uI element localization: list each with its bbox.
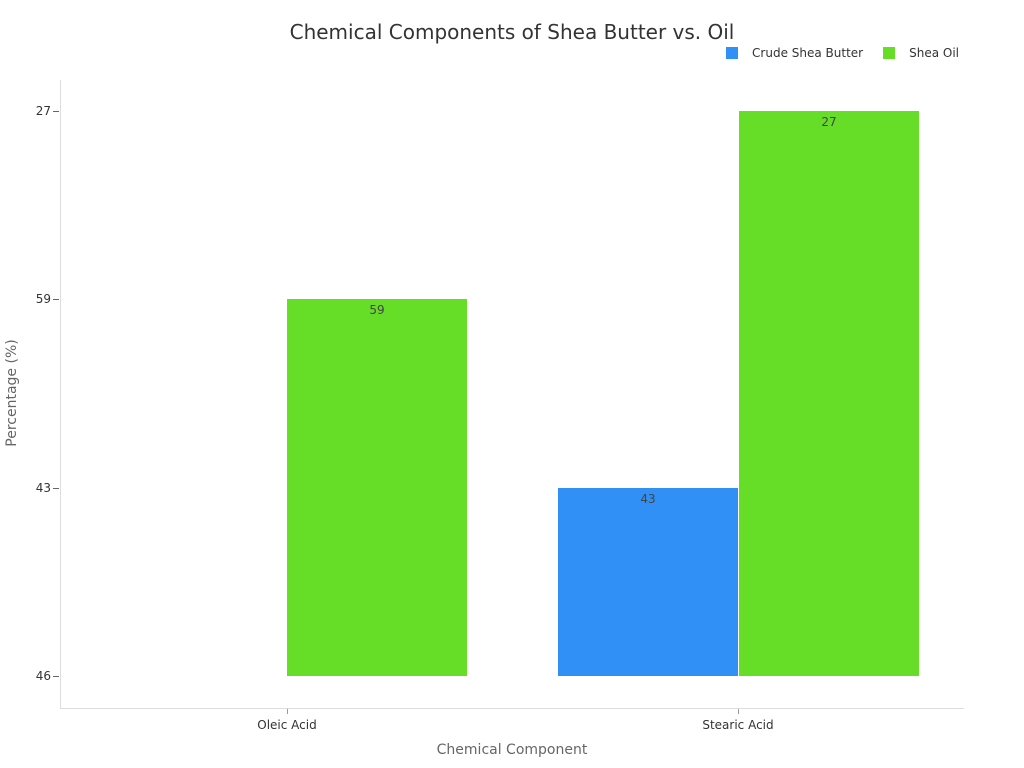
legend-label-oil: Shea Oil <box>909 46 959 60</box>
x-tick-label: Stearic Acid <box>702 718 774 732</box>
bar-value-label: 43 <box>640 492 656 506</box>
bar-value-label: 27 <box>821 115 837 129</box>
legend: Crude Shea Butter Shea Oil <box>706 46 959 60</box>
plot-area: 27 59 43 46 59 43 27 Oleic Acid Stearic … <box>36 80 964 732</box>
x-tick-label: Oleic Acid <box>257 718 317 732</box>
y-tick <box>53 299 59 300</box>
y-tick <box>53 488 59 489</box>
bar-oleic-shea-oil[interactable]: 59 <box>287 299 467 676</box>
bar-stearic-shea-oil[interactable]: 27 <box>739 111 919 676</box>
y-axis-title: Percentage (%) <box>4 339 20 447</box>
y-tick <box>53 676 59 677</box>
bar-value-label: 59 <box>369 303 385 317</box>
legend-item-crude-shea-butter[interactable]: Crude Shea Butter <box>726 46 863 60</box>
y-tick-label: 59 <box>35 292 51 306</box>
y-tick-label: 27 <box>35 104 51 118</box>
legend-label-crude: Crude Shea Butter <box>752 46 864 60</box>
legend-swatch-oil-icon <box>883 47 896 59</box>
bar-stearic-crude-shea-butter[interactable]: 43 <box>558 488 738 676</box>
y-tick-label: 43 <box>35 481 51 495</box>
y-tick-label: 46 <box>35 669 51 683</box>
x-tick <box>738 709 739 714</box>
chart-title: Chemical Components of Shea Butter vs. O… <box>289 20 735 44</box>
y-tick <box>53 111 59 112</box>
x-axis-title: Chemical Component <box>436 742 588 758</box>
x-tick <box>287 709 288 714</box>
legend-swatch-crude-icon <box>726 47 739 59</box>
legend-item-shea-oil[interactable]: Shea Oil <box>883 46 959 60</box>
